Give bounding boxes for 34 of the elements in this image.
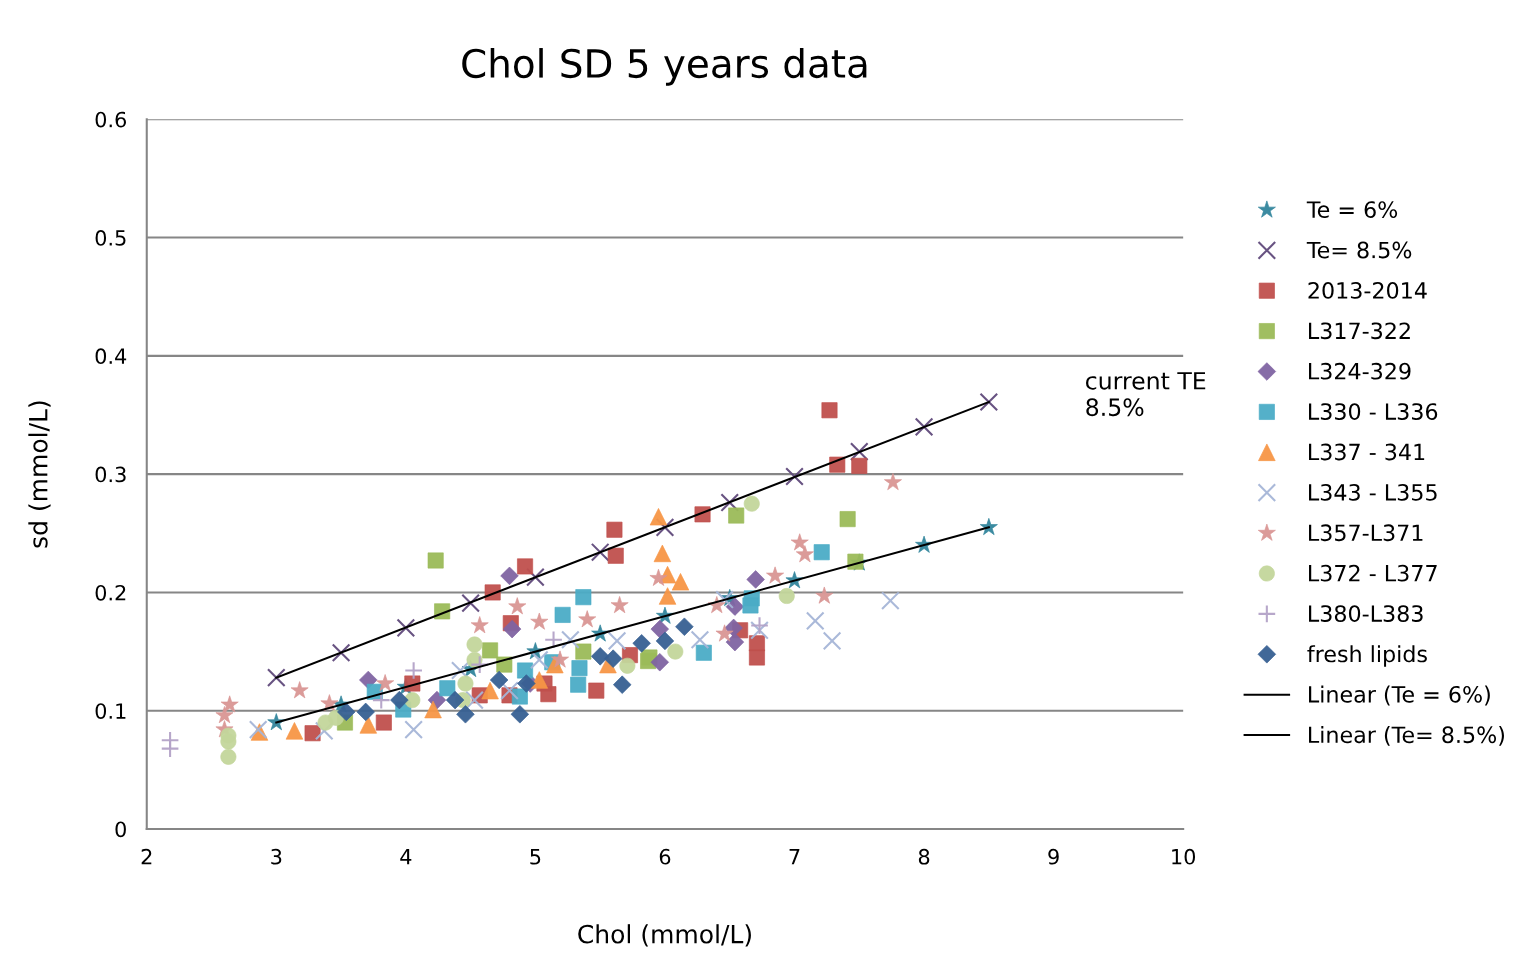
y-tick-label: 0.3 (95, 466, 126, 483)
legend-label: Linear (Te= 8.5%) (1309, 725, 1505, 746)
x-tick-label: 6 (659, 848, 671, 865)
x-tick-label: 7 (789, 849, 800, 865)
chart-title: Chol SD 5 years data (462, 48, 867, 86)
x-tick-label: 3 (271, 848, 282, 865)
legend-label: L357-L371 (1309, 524, 1423, 542)
y-tick-label: 0.1 (95, 703, 126, 719)
y-axis-title: sd (mmol/L) (28, 401, 51, 548)
legend-label: Te= 8.5% (1306, 241, 1412, 259)
legend-label: L372 - L377 (1309, 564, 1437, 582)
legend-label: L330 - L336 (1309, 403, 1438, 420)
x-tick-label: 4 (400, 849, 412, 865)
annotation: current TE 8.5% (1086, 372, 1206, 417)
x-tick-label: 9 (1048, 848, 1059, 865)
y-tick-label: 0.4 (95, 348, 127, 365)
legend-label: L380-L383 (1309, 605, 1423, 622)
legend-label: Linear (Te = 6%) (1309, 685, 1490, 706)
x-tick-label: 10 (1172, 848, 1196, 865)
legend-label: Te = 6% (1306, 201, 1398, 219)
legend-label: L337 - 341 (1309, 443, 1425, 461)
y-tick-label: 0.5 (95, 230, 126, 246)
legend-label: 2013-2014 (1308, 282, 1427, 299)
x-tick-label: 2 (141, 848, 152, 865)
y-tick-label: 0.2 (95, 584, 126, 601)
legend-label: fresh lipids (1307, 645, 1427, 667)
legend-label: L317-322 (1309, 322, 1410, 340)
x-axis-title: Chol (mmol/L) (578, 924, 751, 947)
x-tick-label: 5 (530, 849, 541, 865)
legend-label: L343 - L355 (1309, 483, 1437, 501)
legend-label: L324-329 (1309, 362, 1411, 380)
y-tick-label: 0 (115, 821, 126, 838)
y-tick-label: 0.6 (95, 111, 127, 128)
x-tick-label: 8 (918, 848, 930, 865)
